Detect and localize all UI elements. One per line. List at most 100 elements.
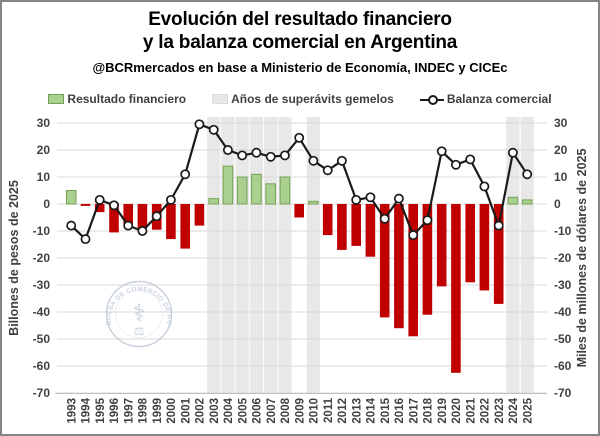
x-tick-1998: 1998 [138,397,150,423]
line-point-2003 [208,124,219,135]
twin-surplus-band-2025 [520,117,534,393]
x-tick-2020: 2020 [451,398,463,424]
bar-2010 [308,200,319,205]
bar-2022 [479,204,490,291]
legend-label-trade-balance: Balanza comercial [446,92,552,106]
bar-2025 [521,199,533,205]
svg-text:BOLSA DE COMERCIO DE ROSARIO: BOLSA DE COMERCIO DE ROSARIO [2,2,173,326]
line-point-2018 [422,215,433,226]
line-point-1998 [137,226,148,236]
line-point-2008 [279,150,290,161]
x-tick-2018: 2018 [423,397,435,423]
line-point-1994 [80,234,91,245]
x-tick-2021: 2021 [465,397,477,423]
x-axis-year-labels: 1993 1994 1995 1996 1997 1998 1999 2000 2001 2002… [66,397,534,423]
bar-2009 [294,204,304,218]
y-tick-right--10: -10 [554,224,572,238]
line-point-2022 [479,181,490,192]
x-tick-2014: 2014 [366,397,378,423]
bar-1996 [109,204,119,233]
twin-surplus-band-2003 [207,117,221,393]
y-tick-left--50: -50 [33,332,51,346]
y-tick-left-0: 0 [43,197,50,211]
bar-1997 [123,204,133,226]
bar-2008 [279,176,291,205]
y-tick-right--70: -70 [554,386,572,400]
bar-2024 [507,196,519,205]
x-tick-2019: 2019 [437,398,449,424]
y-tick-left--70: -70 [33,386,51,400]
bar-2020 [451,204,461,373]
bar-1995 [94,204,105,213]
bar-2007 [265,183,276,205]
y-tick-left-30: 30 [37,116,51,130]
scales-icon: ⚖ [134,324,145,338]
x-tick-2022: 2022 [480,398,492,424]
x-tick-2024: 2024 [508,397,520,423]
line-point-2019 [436,146,447,157]
bar-2005 [236,176,248,205]
x-tick-1994: 1994 [81,397,93,423]
line-point-1996 [109,200,119,211]
line-point-1995 [94,194,105,205]
line-point-2016 [393,193,404,204]
x-tick-2001: 2001 [180,397,192,423]
line-point-2014 [365,192,376,203]
y-tick-right-0: 0 [554,197,561,211]
bar-2004 [222,165,234,205]
x-tick-2003: 2003 [209,398,221,424]
x-tick-2009: 2009 [294,398,306,424]
x-tick-2000: 2000 [166,398,178,424]
y-tick-left--10: -10 [33,224,51,238]
y-tick-right-10: 10 [554,170,568,184]
line-point-2004 [222,145,233,155]
y-tick-right-30: 30 [554,116,568,130]
line-point-2007 [265,151,276,162]
legend-item-trade-balance: Balanza comercial [419,92,552,106]
line-point-2024 [507,147,518,158]
bar-2017 [408,204,418,337]
line-point-2017 [408,230,419,241]
legend-item-financial-result: Resultado financiero [48,92,186,106]
y-tick-right--40: -40 [554,305,572,319]
x-tick-2025: 2025 [522,397,534,423]
y-axis-left-ticks: 30 20 10 0 -10 -20 -30 -40 -50 -60 -70 [33,116,51,400]
bar-2011 [322,204,333,236]
twin-surplus-band-2024 [506,117,520,393]
y-axis-left-title: Billones de pesos de 2025 [7,180,21,336]
bar-2018 [422,204,433,315]
bar-2019 [436,204,447,287]
bar-2015 [379,204,390,318]
x-tick-2010: 2010 [309,398,321,424]
bar-2000 [166,204,176,240]
line-point-2002 [194,119,205,130]
line-point-2025 [522,169,533,180]
x-tick-2006: 2006 [252,398,264,424]
line-point-2006 [251,147,262,158]
x-tick-1993: 1993 [66,398,78,424]
bar-2003 [208,198,219,205]
x-tick-2012: 2012 [337,398,349,424]
y-tick-left--30: -30 [33,278,51,292]
watermark-text: BOLSA DE COMERCIO DE ROSARIO [2,2,172,326]
line-point-2000 [165,194,176,205]
x-tick-2008: 2008 [280,397,292,423]
line-point-2011 [322,165,333,176]
x-tick-2017: 2017 [408,398,420,424]
bar-2023 [493,204,504,304]
x-tick-2011: 2011 [323,397,335,423]
x-tick-1995: 1995 [95,397,107,423]
y-tick-right--20: -20 [554,251,572,265]
chart-title-line1: Evolución del resultado financiero [148,9,452,30]
watermark-seal: BOLSA DE COMERCIO DE ROSARIO ⚕ ⚖ [2,2,173,348]
line-point-2013 [351,194,362,205]
legend-label-financial-result: Resultado financiero [67,92,187,106]
y-tick-left--60: -60 [33,359,51,373]
x-tick-2013: 2013 [351,398,363,424]
line-point-2012 [336,155,347,166]
bar-2016 [394,204,404,329]
bar-1994 [80,204,91,206]
bar-2021 [465,204,475,283]
